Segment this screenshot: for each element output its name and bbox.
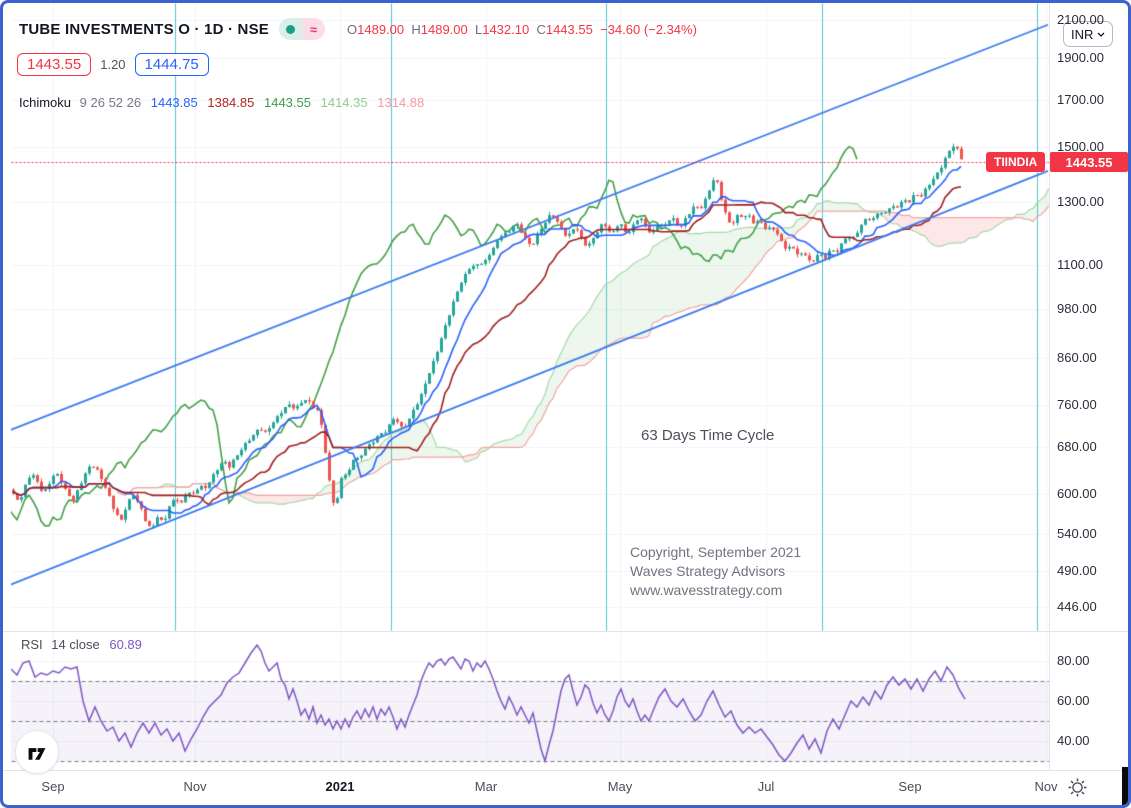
time-tick-label: May	[607, 779, 633, 794]
time-tick-label: Sep	[898, 779, 922, 794]
bid-ask-row: 1443.55 1.20 1444.75	[17, 53, 209, 76]
sell-price-button[interactable]: 1443.55	[17, 53, 92, 76]
indicator-name: Ichimoku	[19, 95, 72, 110]
tradingview-logo[interactable]	[15, 730, 59, 774]
price-tick-label: 1700.00	[1057, 92, 1104, 108]
rsi-legend[interactable]: RSI 14 close 60.89	[21, 637, 142, 652]
senkou-b-value: 1314.88	[377, 95, 425, 110]
chart-legend: TUBE INVESTMENTS O · 1D · NSE ≈ O1489.00…	[19, 18, 697, 40]
rsi-value: 60.89	[109, 637, 142, 652]
cycle-annotation: 63 Days Time Cycle	[641, 427, 775, 444]
approx-price-icon: ≈	[302, 18, 325, 40]
time-axis-divider	[3, 770, 1128, 771]
price-tick-label: 1300.00	[1057, 193, 1104, 209]
price-tick-label: 980.00	[1057, 300, 1097, 316]
buy-price-button[interactable]: 1444.75	[134, 53, 209, 76]
price-tick-label: 1900.00	[1057, 49, 1104, 65]
time-tick-label: Jul	[757, 779, 775, 794]
copyright-annotation: Copyright, September 2021 Waves Strategy…	[630, 544, 802, 598]
price-chart-canvas[interactable]	[3, 3, 1050, 770]
price-tick-label: 1500.00	[1057, 139, 1104, 155]
chart-stage: TUBE INVESTMENTS O · 1D · NSE ≈ O1489.00…	[3, 3, 1128, 805]
time-tick-label: 2021	[325, 779, 355, 794]
time-tick-label: Mar	[474, 779, 498, 794]
ohlc-values: O1489.00 H1489.00 L1432.10 C1443.55 −34.…	[347, 21, 697, 37]
chevron-down-icon	[1097, 32, 1105, 37]
chikou-value: 1443.55	[263, 95, 311, 110]
price-tick-label: 446.00	[1057, 598, 1097, 614]
symbol-price-label: TIINDIA	[986, 152, 1046, 172]
gear-icon	[1068, 778, 1087, 797]
price-tick-label: 2100.00	[1057, 12, 1104, 28]
price-tick-label: 600.00	[1057, 486, 1097, 502]
price-tick-label: 490.00	[1057, 563, 1097, 579]
rsi-tick-label: 40.00	[1057, 733, 1090, 748]
currency-dropdown[interactable]: INR	[1063, 21, 1114, 47]
price-tick-label: 860.00	[1057, 350, 1097, 366]
timezone-settings-button[interactable]	[1067, 777, 1088, 798]
symbol-title[interactable]: TUBE INVESTMENTS O · 1D · NSE	[19, 20, 269, 38]
low-value: 1432.10	[482, 21, 530, 37]
rsi-tick-label: 80.00	[1057, 653, 1090, 668]
ichimoku-legend[interactable]: Ichimoku 9 26 52 26 1443.85 1384.85 1443…	[19, 95, 424, 110]
time-tick-label: Nov	[1034, 779, 1058, 794]
time-tick-label: Nov	[183, 779, 207, 794]
market-status-pill[interactable]: ≈	[279, 18, 325, 40]
price-tick-label: 1100.00	[1057, 256, 1104, 272]
pane-divider[interactable]	[3, 631, 1128, 632]
last-price-tag: 1443.55	[1050, 152, 1128, 172]
market-open-dot-icon	[279, 18, 302, 40]
indicator-params: 9 26 52 26	[79, 95, 142, 110]
price-tick-label: 760.00	[1057, 396, 1097, 412]
rsi-params: 14 close	[51, 637, 100, 652]
spread-value: 1.20	[100, 57, 126, 72]
tv-glyph-icon	[28, 748, 46, 760]
close-value: 1443.55	[545, 21, 593, 37]
senkou-a-value: 1414.35	[320, 95, 368, 110]
corner-scrollbar-remnant	[1122, 767, 1128, 805]
rsi-tick-label: 60.00	[1057, 693, 1090, 708]
price-axis-separator	[1049, 3, 1050, 770]
open-value: 1489.00	[357, 21, 405, 37]
price-tick-label: 680.00	[1057, 439, 1097, 455]
price-tick-label: 540.00	[1057, 526, 1097, 542]
tenkan-value: 1443.85	[150, 95, 198, 110]
high-value: 1489.00	[420, 21, 468, 37]
time-tick-label: Sep	[41, 779, 65, 794]
kijun-value: 1384.85	[207, 95, 255, 110]
change-value: −34.60 (−2.34%)	[600, 21, 697, 37]
rsi-name: RSI	[21, 637, 43, 652]
